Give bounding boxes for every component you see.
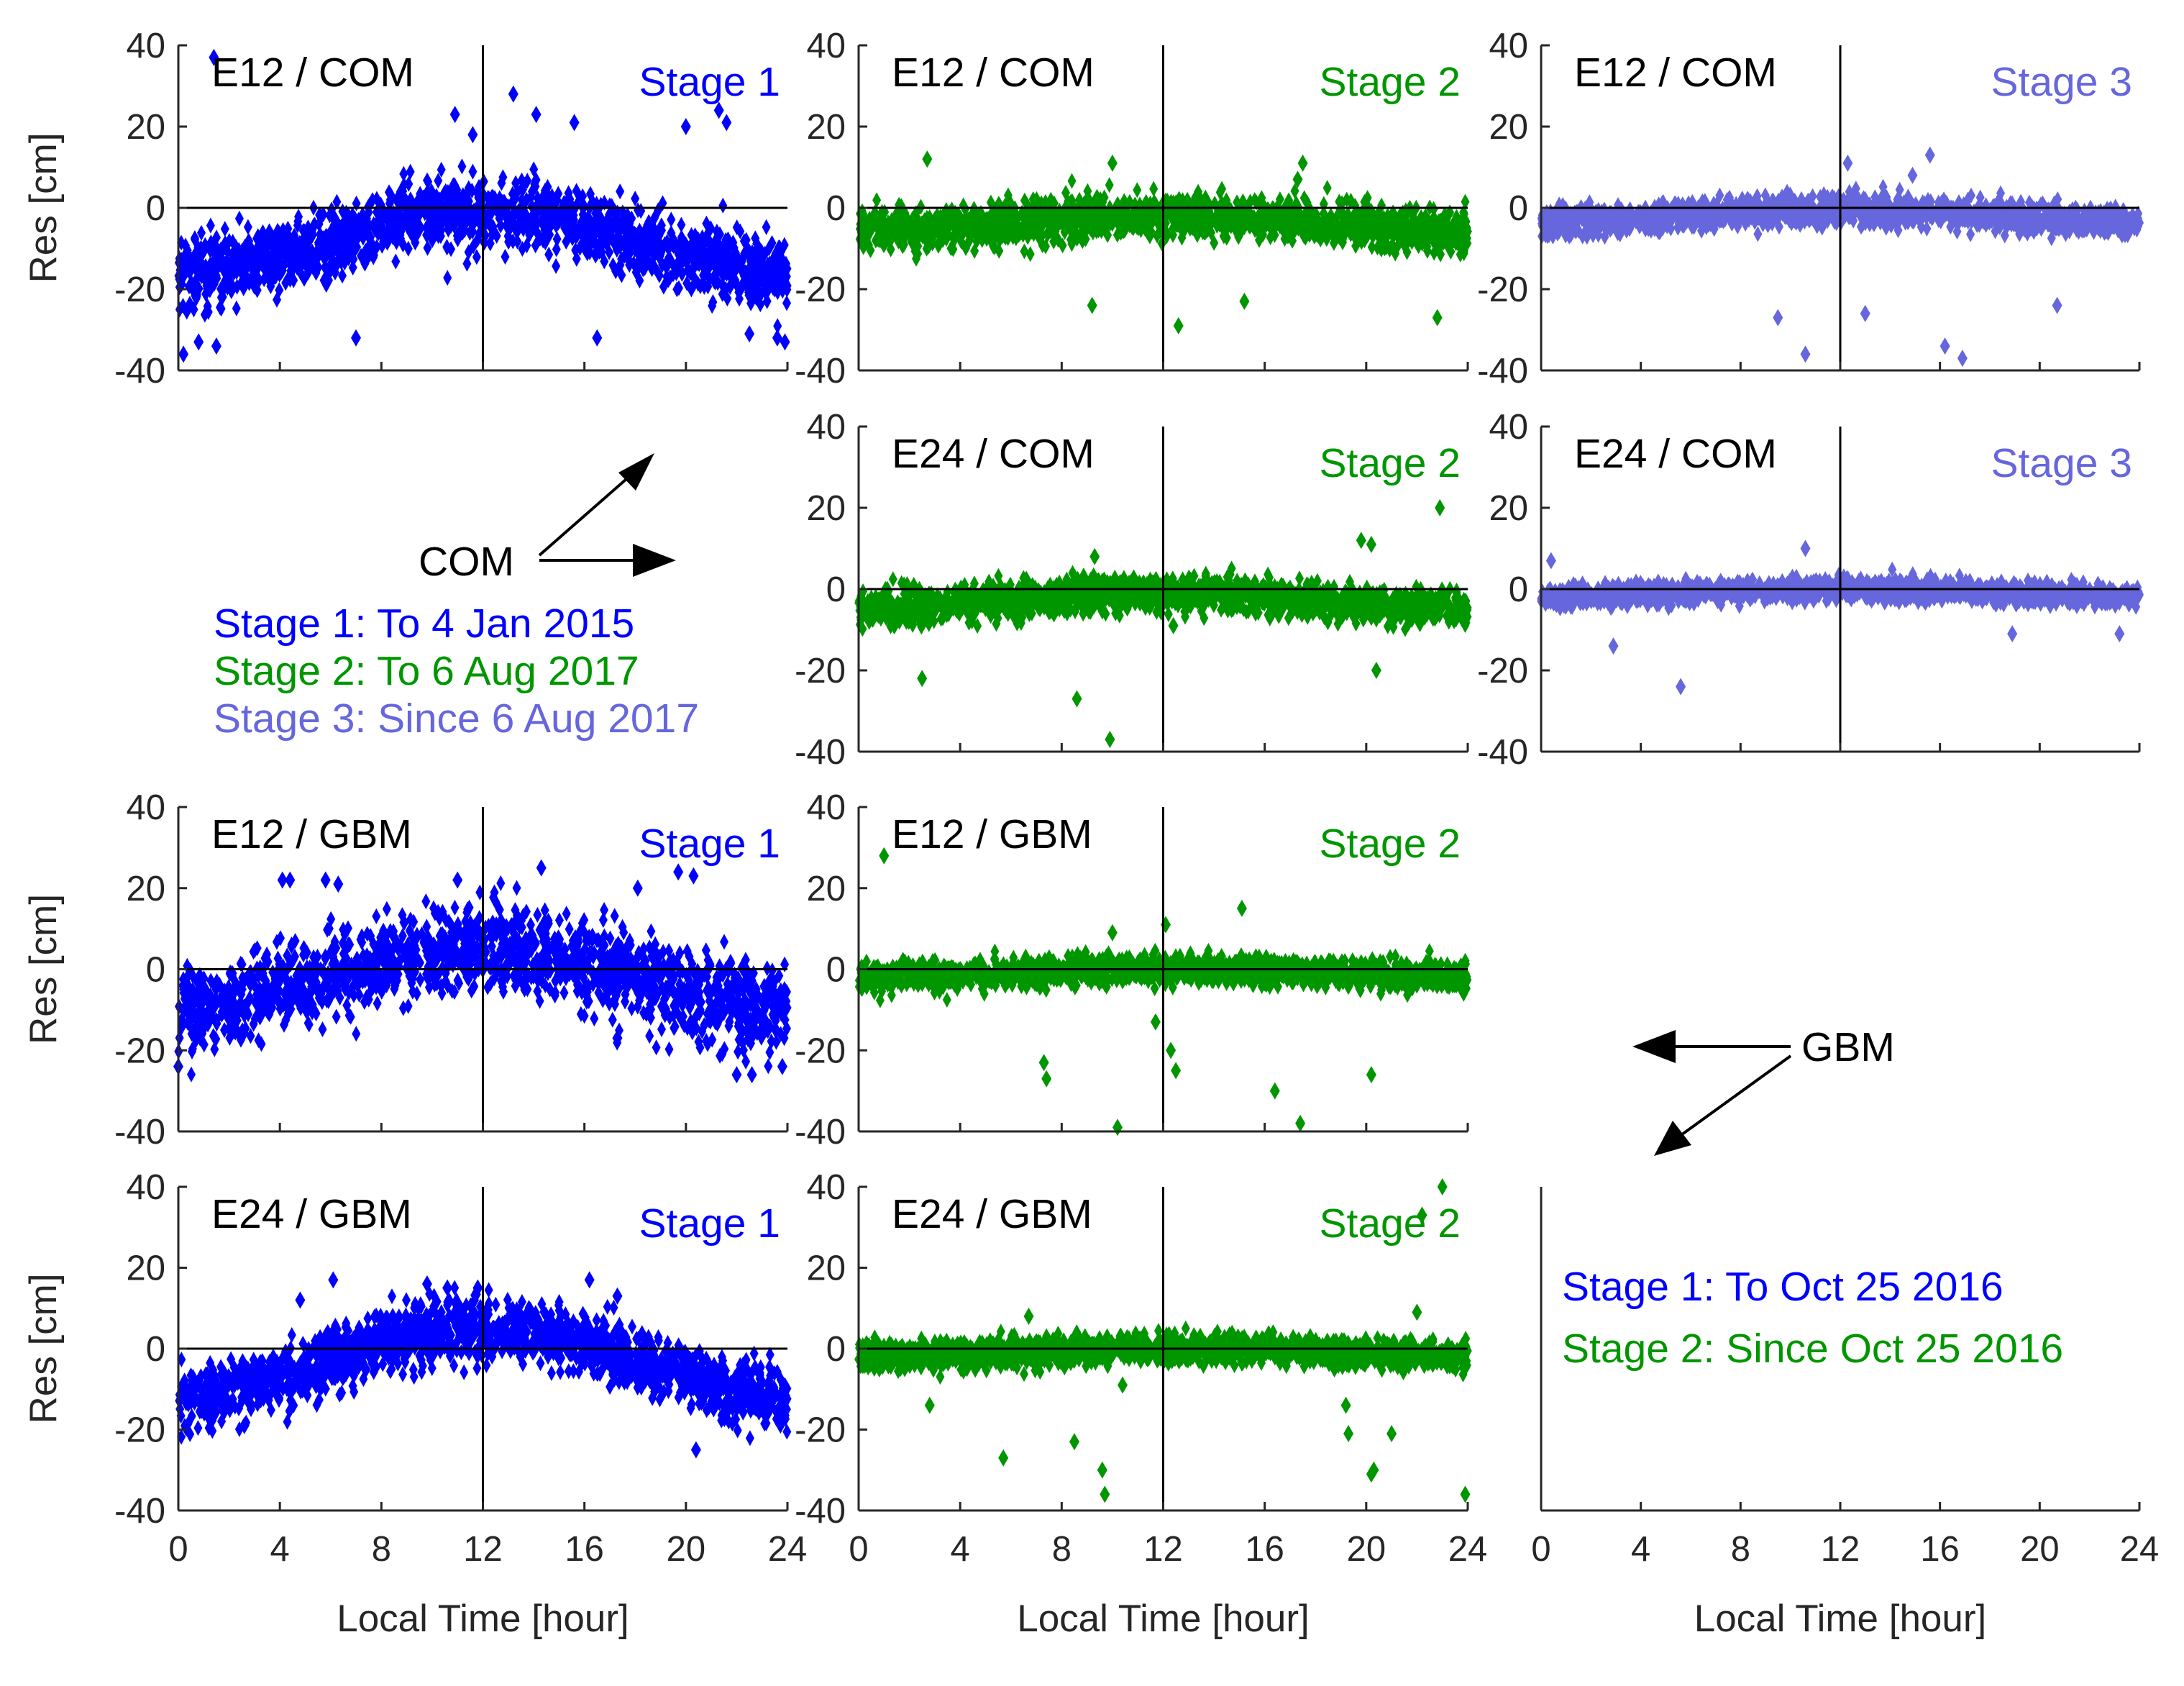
scatter-point: [762, 219, 771, 235]
scatter-point: [235, 211, 244, 227]
outlier-point: [211, 337, 221, 355]
outlier-point: [2052, 297, 2062, 314]
scatter-point: [244, 219, 252, 235]
scatter-point: [616, 183, 624, 199]
scatter-point: [1105, 177, 1114, 193]
scatter-point: [1020, 243, 1028, 259]
scatter-point: [1068, 173, 1077, 189]
outlier-point: [1908, 167, 1918, 184]
scatter-point: [667, 211, 675, 227]
scatter-point: [782, 295, 791, 311]
stage-label: Stage 2: [1320, 59, 1461, 105]
outlier-point: [1957, 350, 1968, 367]
y-tick-label: 40: [806, 27, 846, 65]
y-tick-label: 40: [126, 27, 165, 65]
outlier-point: [531, 106, 542, 123]
scatter-point: [677, 217, 685, 233]
y-tick-label: -20: [1477, 270, 1528, 309]
outlier-point: [1925, 147, 1935, 164]
panel-title: E12 / COM: [211, 50, 414, 96]
panel-p11: -40 -20 0 20 40 Res [cm] E12 / COM Stage 1: [22, 27, 792, 391]
outlier-point: [1107, 155, 1118, 172]
y-tick-label: -40: [114, 352, 165, 391]
outlier-point: [744, 325, 754, 342]
panel-title: E12 / COM: [1574, 50, 1777, 96]
outlier-point: [1940, 337, 1950, 355]
outlier-point: [1174, 317, 1184, 334]
panel-title: E12 / COM: [892, 50, 1095, 96]
outlier-point: [922, 150, 932, 168]
y-tick-label: 0: [146, 189, 165, 228]
scatter-point: [552, 258, 560, 274]
y-axis-label: Res [cm]: [22, 132, 65, 283]
outlier-point: [721, 114, 731, 131]
outlier-point: [193, 333, 204, 350]
scatter-point: [391, 254, 400, 270]
outlier-point: [178, 345, 188, 363]
outlier-point: [681, 118, 691, 135]
outlier-point: [467, 126, 478, 143]
outlier-point: [1860, 305, 1870, 322]
scatter-point: [221, 221, 229, 237]
scatter-point: [718, 198, 727, 214]
scatter-point: [206, 218, 215, 234]
scatter-point: [1026, 246, 1035, 262]
outlier-point: [570, 114, 580, 131]
y-tick-label: -40: [795, 352, 846, 391]
y-tick-label: 0: [826, 189, 846, 228]
scatter-point: [338, 268, 347, 283]
y-tick-label: 20: [806, 108, 846, 147]
scatter-point: [872, 192, 881, 208]
outlier-point: [450, 106, 460, 123]
scatter-point: [406, 164, 415, 180]
scatter-point: [443, 270, 452, 286]
scatter-point: [1323, 180, 1332, 196]
y-tick-label: 0: [1509, 189, 1528, 228]
outlier-series: [1773, 147, 2062, 368]
panel-p13: -40 -20 0 20 40 E12 / COM Stage 3: [1477, 27, 2144, 391]
panel-p12: -40 -20 0 20 40 E12 / COM Stage 2: [795, 27, 1472, 391]
y-tick-label: -20: [795, 270, 846, 309]
scatter-point: [501, 249, 510, 265]
outlier-point: [780, 333, 790, 350]
scatter-point: [462, 256, 471, 272]
scatter-point: [1149, 181, 1158, 197]
outlier-point: [1773, 309, 1783, 327]
outlier-point: [1298, 155, 1308, 172]
outlier-point: [351, 329, 361, 347]
scatter-point: [553, 231, 562, 247]
outlier-point: [1842, 155, 1852, 172]
outlier-point: [772, 329, 782, 347]
outlier-point: [508, 86, 518, 103]
y-tick-label: 20: [1489, 108, 1528, 147]
scatter-point: [399, 166, 408, 182]
outlier-point: [1433, 309, 1443, 327]
scatter-point: [232, 301, 241, 316]
y-tick-label: -20: [114, 270, 165, 309]
scatter-point: [457, 158, 466, 174]
y-tick-label: 40: [1489, 27, 1528, 65]
stage-label: Stage 3: [1991, 59, 2133, 105]
outlier-point: [592, 329, 602, 347]
y-tick-label: 20: [126, 108, 165, 147]
outlier-point: [1087, 297, 1097, 314]
scatter-point: [468, 164, 477, 180]
y-tick-label: -40: [1477, 352, 1528, 391]
scatter-point: [1133, 182, 1141, 198]
stage-label: Stage 1: [639, 59, 781, 105]
outlier-point: [1239, 293, 1249, 310]
outlier-point: [1801, 345, 1811, 363]
scatter-point: [1966, 227, 1975, 242]
